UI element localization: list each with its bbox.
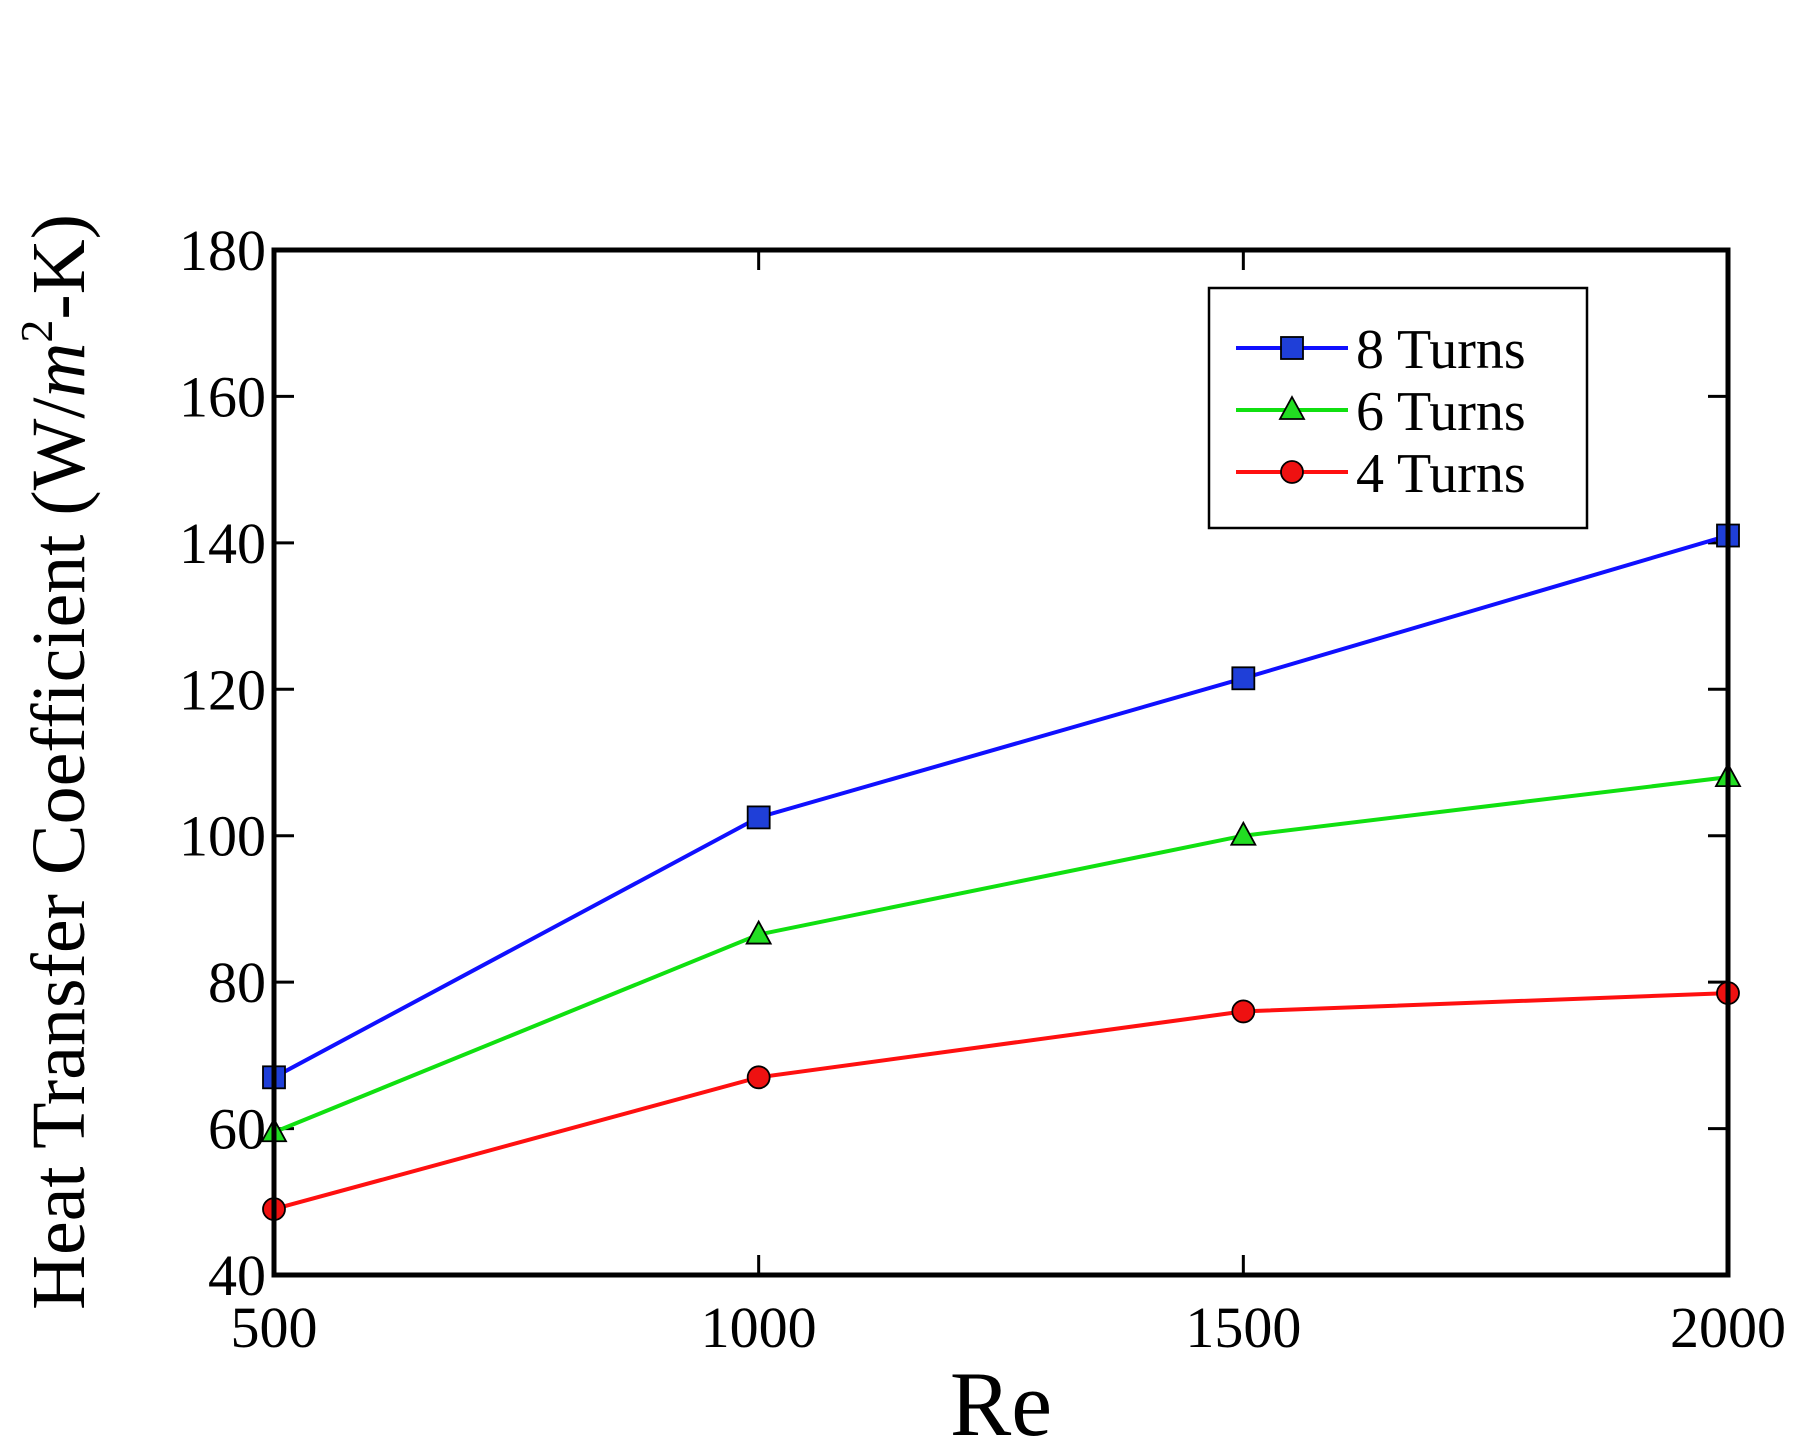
y-tick-label: 60 — [208, 1097, 266, 1162]
data-point-6-turns — [745, 919, 773, 945]
x-tick-label: 1000 — [701, 1295, 817, 1360]
x-axis-title: Re — [950, 1353, 1052, 1455]
x-tick-label: 2000 — [1670, 1295, 1786, 1360]
y-tick-label: 120 — [179, 657, 266, 722]
series-line-6-turns — [273, 775, 1729, 1135]
legend-label-4-turns: 4 Turns — [1356, 443, 1526, 505]
y-tick-label: 40 — [208, 1243, 266, 1308]
y-axis-title-exponent: 2 — [11, 320, 62, 343]
y-tick-label: 160 — [179, 364, 266, 429]
y-axis-title-prefix: Heat Transfer Coefficient (W/ — [17, 397, 101, 1310]
legend-label-6-turns: 6 Turns — [1356, 381, 1526, 443]
legend-label-8-turns: 8 Turns — [1356, 319, 1526, 381]
data-point-8-turns — [1231, 666, 1256, 691]
legend-marker-8-turns — [1280, 336, 1304, 360]
y-tick-label: 180 — [179, 218, 266, 283]
data-point-4-turns — [1231, 999, 1256, 1024]
y-tick-label: 140 — [179, 511, 266, 576]
x-tick-label: 1500 — [1185, 1295, 1301, 1360]
series-line-4-turns — [273, 991, 1729, 1212]
plot-frame — [271, 247, 1731, 1278]
y-axis-title: Heat Transfer Coefficient (W/m2-K) — [11, 214, 101, 1310]
series-line-8-turns — [273, 533, 1729, 1080]
series-layer — [260, 523, 1742, 1222]
y-tick-label: 80 — [208, 950, 266, 1015]
data-point-4-turns — [746, 1065, 771, 1090]
legend-marker-4-turns — [1280, 460, 1304, 484]
data-point-8-turns — [746, 805, 771, 830]
y-axis-title-suffix: -K) — [17, 214, 101, 320]
x-tick-label: 500 — [231, 1295, 318, 1360]
y-axis-title-unit: m — [17, 343, 101, 398]
legend-marker-6-turns — [1278, 395, 1306, 420]
data-point-6-turns — [1229, 820, 1257, 846]
tick-labels-layer: 40 60 80 100 120 140 160 180 500 1000 1500 2000 — [179, 218, 1786, 1360]
y-tick-label: 100 — [179, 804, 266, 869]
